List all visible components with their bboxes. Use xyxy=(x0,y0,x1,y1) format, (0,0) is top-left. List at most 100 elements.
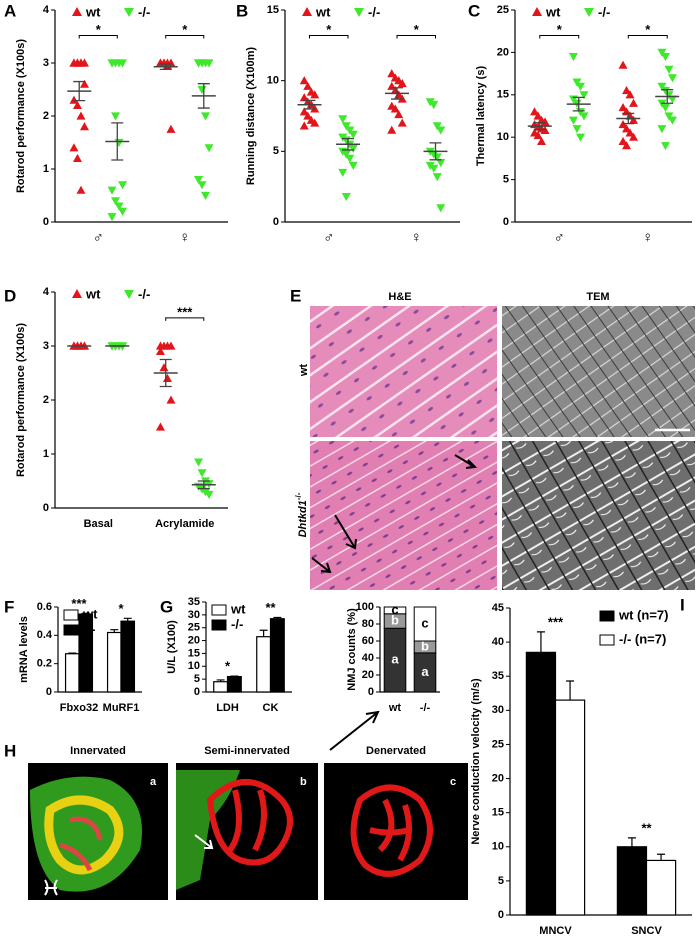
data-point xyxy=(79,122,89,131)
y-tick-label: 25 xyxy=(497,4,509,16)
data-point xyxy=(204,490,214,499)
y-tick-label: 5 xyxy=(194,673,200,685)
data-point xyxy=(310,90,320,99)
significance-bracket xyxy=(165,34,205,39)
data-point xyxy=(579,112,589,121)
data-point xyxy=(155,346,165,355)
y-tick-label: 0 xyxy=(43,216,49,228)
y-tick-label: 3 xyxy=(43,340,49,352)
stain xyxy=(176,770,240,890)
data-point xyxy=(660,86,670,96)
x-tick-label: ♀ xyxy=(179,229,190,246)
legend-label: -/- xyxy=(138,286,150,301)
bar xyxy=(213,681,229,693)
significance-bracket xyxy=(396,34,436,39)
y-tick-label: 25 xyxy=(492,738,504,750)
y-axis-label: Thermal latency (s) xyxy=(475,66,487,167)
legend-marker xyxy=(124,8,134,17)
data-point xyxy=(394,110,404,119)
bar-segment xyxy=(413,606,437,642)
y-tick-label: 100 xyxy=(356,601,374,613)
data-point xyxy=(390,104,400,113)
data-point xyxy=(310,118,320,127)
y-tick-label: 5 xyxy=(273,145,279,157)
column-title: TEM xyxy=(586,291,609,303)
x-tick-label: ♀ xyxy=(411,229,422,246)
y-tick-label: 0 xyxy=(503,216,509,228)
data-point xyxy=(194,59,204,68)
significance-label: ** xyxy=(641,820,652,835)
data-point xyxy=(664,65,674,74)
y-tick-label: 10 xyxy=(188,660,200,672)
legend-marker xyxy=(72,7,82,16)
legend-label: -/- (n=7) xyxy=(619,631,666,646)
data-point xyxy=(664,112,674,121)
sem-bar xyxy=(111,122,124,161)
data-point xyxy=(197,469,207,478)
segment-label: c xyxy=(391,602,398,617)
legend-swatch xyxy=(599,610,615,622)
y-tick-label: 10 xyxy=(497,131,509,143)
data-point xyxy=(107,213,117,222)
data-point xyxy=(76,185,86,194)
sem-bar xyxy=(303,99,316,110)
y-axis-label: Nerve conduction velocity (m/s) xyxy=(470,678,482,845)
y-tick-label: 60 xyxy=(362,635,374,647)
y-tick-label: 0 xyxy=(194,686,200,698)
y-tick-label: 5 xyxy=(503,174,509,186)
data-point xyxy=(436,204,446,213)
data-point xyxy=(72,100,82,109)
sem-bar xyxy=(197,480,210,490)
data-point xyxy=(625,128,635,137)
legend-swatch xyxy=(63,609,79,621)
data-point xyxy=(338,168,348,178)
y-tick-label: 1 xyxy=(43,163,49,175)
data-point xyxy=(436,159,446,168)
error-bar xyxy=(216,679,225,682)
data-point xyxy=(204,144,214,153)
data-point xyxy=(155,422,165,431)
data-point xyxy=(533,111,543,120)
data-point xyxy=(629,132,639,141)
x-tick-label: Fbxo32 xyxy=(60,702,99,714)
gene: Dhtkd1 xyxy=(297,500,309,537)
data-point xyxy=(111,197,121,206)
data-point xyxy=(618,103,628,112)
data-point xyxy=(114,138,124,147)
x-tick-label: ♂ xyxy=(93,229,104,246)
bar xyxy=(554,699,586,916)
legend-label: wt xyxy=(545,4,561,19)
error-bar xyxy=(68,652,77,654)
data-point xyxy=(622,124,632,133)
data-point xyxy=(575,82,585,91)
bar xyxy=(645,859,677,916)
significance-label: * xyxy=(182,22,188,37)
image-title: Semi-innervated xyxy=(204,745,290,757)
panel-letter: B xyxy=(236,1,248,20)
y-tick-label: 0.6 xyxy=(37,601,52,613)
data-point xyxy=(194,458,204,467)
legend-swatch xyxy=(63,624,79,636)
x-tick-label: ♂ xyxy=(323,229,334,246)
panel-letter: H xyxy=(4,741,16,760)
data-point xyxy=(667,116,677,125)
data-point xyxy=(345,126,355,135)
data-point xyxy=(657,125,667,134)
data-point xyxy=(341,150,351,159)
y-tick-label: 4 xyxy=(43,286,50,298)
column-title: H&E xyxy=(388,291,411,303)
data-point xyxy=(429,101,439,110)
sem-bar xyxy=(533,122,546,131)
legend-marker xyxy=(354,8,364,17)
data-point xyxy=(348,161,358,170)
data-point xyxy=(76,58,86,67)
data-point xyxy=(303,81,313,90)
data-point xyxy=(204,59,214,68)
sem-bar xyxy=(661,89,674,104)
segment-label: b xyxy=(421,638,429,653)
data-point xyxy=(537,136,547,146)
significance-label: *** xyxy=(177,304,193,319)
x-tick-label: MNCV xyxy=(539,925,572,937)
error-bar xyxy=(536,631,545,653)
panel-e: E H&E TEM wt Dhtkd1-/- xyxy=(290,286,695,590)
